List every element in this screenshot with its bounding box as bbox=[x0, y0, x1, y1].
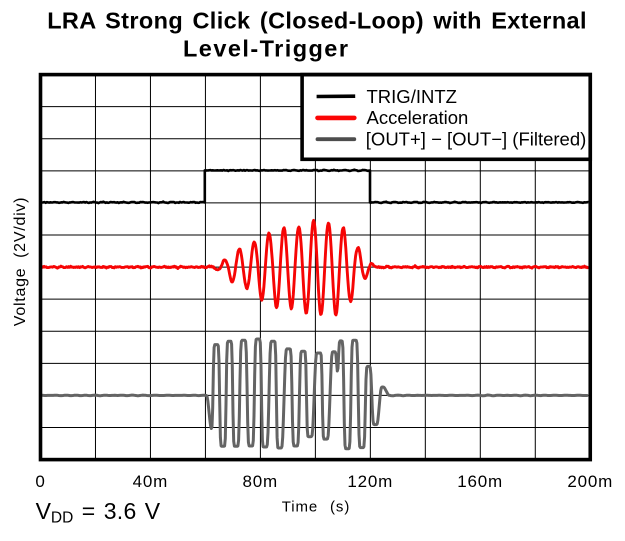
svg-text:Acceleration: Acceleration bbox=[367, 107, 469, 128]
svg-text:80m: 80m bbox=[243, 472, 278, 491]
svg-text:Level-Trigger: Level-Trigger bbox=[183, 35, 349, 61]
svg-text:V: V bbox=[36, 498, 52, 524]
svg-text:40m: 40m bbox=[133, 472, 168, 491]
svg-text:= 3.6 V: = 3.6 V bbox=[82, 498, 161, 524]
svg-text:Time (s): Time (s) bbox=[282, 499, 350, 516]
svg-text:LRA Strong Click (Closed-Loop): LRA Strong Click (Closed-Loop) with Exte… bbox=[47, 8, 587, 34]
svg-text:TRIG/INTZ: TRIG/INTZ bbox=[367, 86, 457, 107]
svg-text:Voltage (2V/div): Voltage (2V/div) bbox=[12, 197, 29, 326]
svg-text:[OUT+] − [OUT−] (Filtered): [OUT+] − [OUT−] (Filtered) bbox=[366, 128, 587, 149]
svg-text:0: 0 bbox=[35, 472, 45, 491]
svg-text:DD: DD bbox=[51, 510, 73, 527]
svg-text:160m: 160m bbox=[457, 472, 503, 491]
svg-text:200m: 200m bbox=[567, 472, 613, 491]
svg-text:120m: 120m bbox=[347, 472, 393, 491]
